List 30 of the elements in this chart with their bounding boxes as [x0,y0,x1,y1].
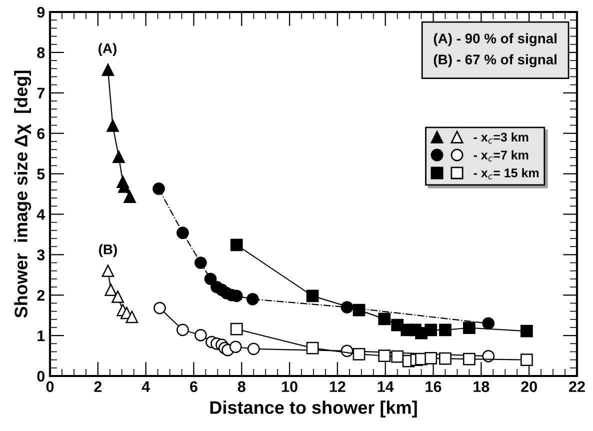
x-tick-label: 2 [94,381,102,392]
annotation: (B) [99,244,117,258]
y-tick-label: 3 [36,250,45,260]
x-tick-label: 20 [521,381,537,392]
y-axis-title: Shower image size Δχ [deg] [14,70,32,318]
x-tick-label: 22 [569,381,585,392]
x-axis-title: Distance to shower [km] [210,400,417,418]
y-tick-label: 8 [37,47,45,58]
y-tick-label: 2 [37,290,45,301]
legend-label: - x$_{c}$=3 km [474,132,528,144]
y-tick-label: 6 [37,128,45,140]
y-tick-label: 7 [37,88,44,98]
x-tick-label: 4 [142,381,150,392]
legend-label: - x$_{c}$= 15 km [474,168,539,180]
y-tick-label: 0 [37,370,45,382]
x-tick-label: 16 [426,381,442,392]
x-tick-label: 14 [378,381,394,392]
legend-label: - x$_{c}$=7 km [474,150,528,162]
x-tick-label: 18 [474,381,490,392]
x-tick-label: 8 [238,381,246,392]
x-tick-label: 0 [46,381,54,392]
annotation: (A) - 90 % of signal (B) - 67 % of signal [434,33,556,68]
y-tick-label: 9 [37,6,45,18]
annotation: (A) [98,43,116,56]
x-tick-label: 12 [330,381,346,392]
y-tick-label: 4 [36,209,46,220]
x-tick-label: 10 [282,381,298,392]
y-tick-label: 5 [37,168,45,180]
y-tick-label: 1 [38,330,45,342]
x-tick-label: 6 [190,381,198,392]
